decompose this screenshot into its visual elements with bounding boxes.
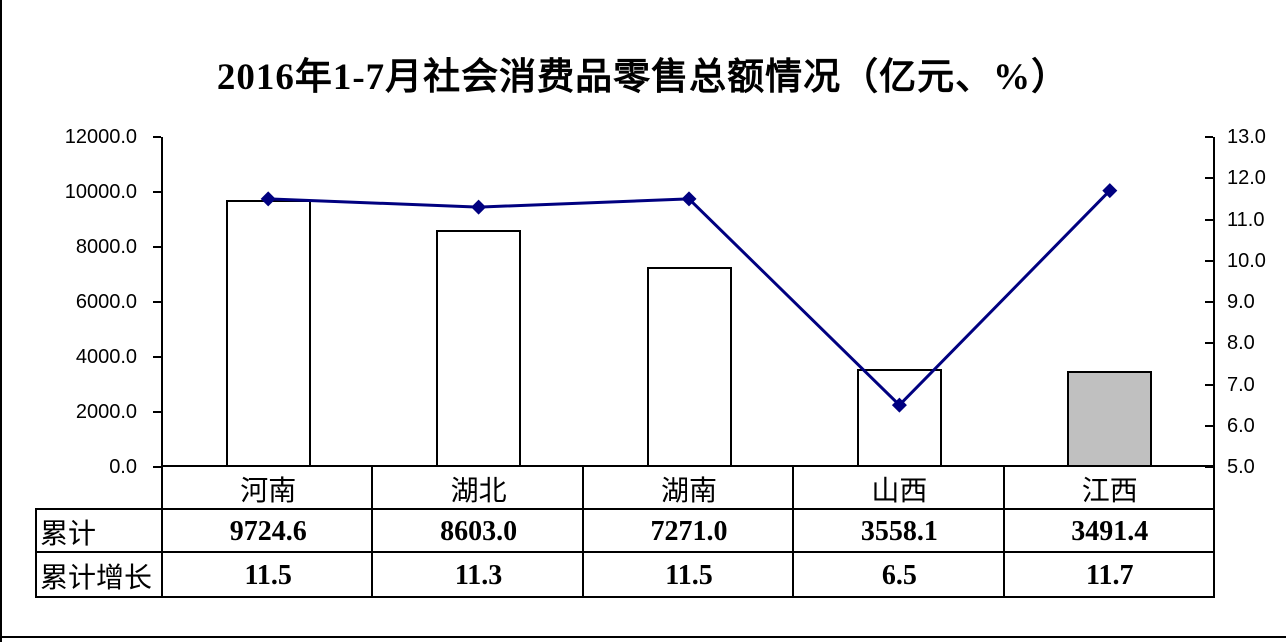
table-row-label: 累计 — [40, 518, 97, 550]
left-axis-tick-label: 0.0 — [109, 456, 137, 478]
right-axis-tick-label: 7.0 — [1227, 373, 1255, 396]
right-axis-tick-label: 5.0 — [1227, 456, 1255, 478]
table-header-山西: 山西 — [871, 475, 928, 507]
right-axis-tick-label: 9.0 — [1227, 291, 1255, 313]
diamond-marker-湖南 — [681, 191, 697, 207]
diamond-marker-湖北 — [471, 199, 487, 215]
right-axis-tick-label: 8.0 — [1227, 332, 1255, 355]
table-cell-湖南: 7271.0 — [650, 515, 728, 547]
table-cell-山西: 6.5 — [881, 559, 917, 591]
table-header-湖南: 湖南 — [660, 475, 717, 507]
right-axis-tick — [1205, 259, 1213, 262]
table-vline — [1213, 467, 1215, 598]
bar-江西 — [1067, 370, 1153, 467]
right-axis-line — [1213, 137, 1215, 467]
right-axis-tick — [1205, 342, 1213, 345]
left-axis-tick — [153, 191, 161, 193]
left-axis-tick — [153, 136, 161, 138]
table-cell-江西: 11.7 — [1086, 559, 1134, 591]
right-axis-tick-label: 11.0 — [1227, 208, 1265, 231]
table-cell-江西: 3491.4 — [1071, 515, 1149, 547]
line-path — [268, 189, 1111, 407]
left-axis-tick — [153, 411, 161, 413]
right-axis-tick — [1205, 383, 1213, 386]
page-border-left — [0, 0, 2, 642]
table-cell-河南: 11.5 — [244, 559, 292, 591]
table-vline — [582, 467, 584, 598]
left-axis-tick-label: 2000.0 — [75, 401, 137, 423]
table-header-湖北: 湖北 — [450, 475, 507, 507]
left-axis-tick-label: 4000.0 — [75, 346, 137, 368]
table-vline — [1003, 467, 1005, 598]
table-cell-河南: 9724.6 — [229, 515, 307, 547]
table-header-河南: 河南 — [240, 475, 297, 507]
diamond-marker-河南 — [260, 191, 276, 207]
right-axis-tick-label: 6.0 — [1227, 414, 1255, 437]
table-row-label: 累计增长 — [40, 562, 153, 594]
left-axis-tick-label: 6000.0 — [75, 291, 137, 313]
table-cell-湖南: 11.5 — [665, 559, 713, 591]
table-cell-山西: 3558.1 — [860, 515, 938, 547]
table-hline — [35, 551, 1215, 553]
page-border-bottom — [0, 636, 1286, 638]
table-header-江西: 江西 — [1081, 475, 1138, 507]
left-axis-tick-label: 12000.0 — [64, 126, 137, 148]
bar-湖南 — [646, 267, 732, 467]
right-axis-tick-label: 13.0 — [1227, 126, 1266, 148]
right-axis-tick-label: 12.0 — [1227, 167, 1266, 190]
table-hline — [35, 596, 1215, 598]
right-axis-tick — [1205, 177, 1213, 180]
right-axis-tick — [1205, 301, 1213, 303]
diamond-marker-江西 — [1102, 183, 1118, 199]
left-axis-tick-label: 8000.0 — [75, 236, 137, 258]
bar-山西 — [856, 369, 942, 467]
left-axis-tick-label: 10000.0 — [64, 181, 137, 203]
right-axis-tick — [1205, 424, 1213, 427]
left-axis-tick — [153, 356, 161, 358]
diamond-marker-山西 — [891, 397, 907, 413]
table-vline — [371, 467, 373, 598]
left-axis-line — [161, 137, 163, 467]
table-vline — [161, 467, 163, 598]
right-axis-tick — [1205, 466, 1213, 468]
right-axis-tick — [1205, 218, 1213, 221]
table-hline — [35, 508, 1215, 510]
bar-河南 — [225, 199, 311, 467]
chart-title: 2016年1-7月社会消费品零售总额情况（亿元、%） — [216, 57, 1070, 98]
bar-湖北 — [436, 230, 522, 467]
table-vline — [792, 467, 794, 598]
left-axis-tick — [153, 466, 161, 468]
right-axis-tick — [1205, 136, 1213, 138]
table-vline-outer-left — [35, 508, 37, 598]
table-cell-湖北: 11.3 — [454, 559, 503, 591]
left-axis-tick — [153, 246, 161, 248]
growth-line-series — [260, 183, 1118, 413]
right-axis-tick-label: 10.0 — [1227, 249, 1266, 272]
table-cell-湖北: 8603.0 — [440, 515, 518, 547]
left-axis-tick — [153, 301, 161, 303]
